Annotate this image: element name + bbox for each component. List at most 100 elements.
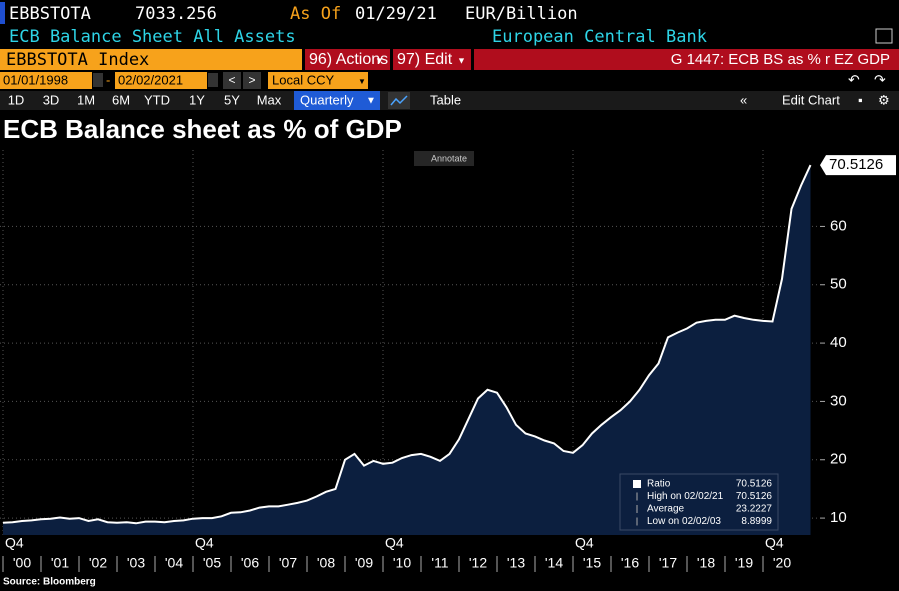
ticker: EBBSTOTA: [9, 4, 91, 24]
x-year-label: '16: [621, 555, 639, 571]
x-year-label: '08: [317, 555, 335, 571]
currency-field[interactable]: [268, 72, 368, 89]
x-year-label: '06: [241, 555, 259, 571]
legend: Ratio 70.5126 High on 02/02/21 70.5126 Avera…: [619, 473, 779, 531]
range-button[interactable]: 5Y: [224, 92, 240, 107]
as-of-label: As Of: [290, 4, 341, 24]
annotate-button[interactable]: [414, 151, 474, 166]
popout-box[interactable]: [875, 28, 893, 44]
line-chart-icon: [390, 95, 408, 106]
prev-button[interactable]: [223, 72, 241, 89]
frequency: Quarterly: [300, 92, 354, 107]
x-year-label: '02: [89, 555, 107, 571]
legend-label: Ratio: [647, 479, 671, 490]
y-tick-label: 10: [830, 509, 847, 526]
frequency-caret: ▼: [366, 96, 376, 107]
range-button[interactable]: 6M: [112, 92, 130, 107]
annotate: Annotate: [431, 153, 467, 163]
range-button[interactable]: Max: [257, 92, 282, 107]
line-chart-button[interactable]: [388, 92, 410, 109]
y-tick-label: 60: [830, 217, 847, 234]
chart-id: G 1447: ECB BS as % r EZ GDP: [671, 51, 890, 68]
chart-title: ECB Balance sheet as % of GDP: [3, 114, 402, 144]
plot: 10 20 30 40 50 60 Q4 Q4 Q4 Q4 Q4 '00 '01 '02 '03 '04 '05…: [0, 150, 896, 572]
last-price: 7033.256: [135, 4, 217, 24]
range-button[interactable]: 1D: [8, 92, 25, 107]
actions: 96) Actions: [309, 51, 388, 68]
range-button[interactable]: YTD: [144, 92, 170, 107]
range-button[interactable]: 1Y: [189, 92, 205, 107]
y-tick-label: 40: [830, 334, 847, 351]
x-year-label: '01: [51, 555, 69, 571]
settings[interactable]: ⚙: [878, 92, 890, 107]
x-year-label: '18: [697, 555, 715, 571]
x-year-label: '03: [127, 555, 145, 571]
edit-button[interactable]: [393, 49, 471, 70]
end-date-field[interactable]: [115, 72, 207, 89]
x-year-label: '11: [431, 555, 448, 571]
x-quarter-label: Q4: [385, 535, 404, 551]
calendar-icon[interactable]: [208, 73, 218, 87]
legend-swatch: [633, 480, 641, 488]
description: ECB Balance Sheet All Assets: [9, 27, 296, 47]
undo[interactable]: ↶: [848, 72, 860, 88]
legend-value: 70.5126: [736, 479, 773, 490]
popout-icon[interactable]: [875, 28, 893, 44]
toolbar: [0, 91, 899, 110]
x-year-label: '17: [659, 555, 677, 571]
x-year-label: '04: [165, 555, 183, 571]
legend-box: [619, 473, 779, 531]
x-year-label: '10: [393, 555, 411, 571]
unit: EUR/Billion: [465, 4, 578, 24]
security: EBBSTOTA Index: [6, 50, 149, 70]
edit-chart[interactable]: Edit Chart: [782, 92, 840, 107]
x-year-label: '00: [13, 555, 31, 571]
collapse[interactable]: «: [740, 92, 747, 107]
next-arrow: >: [248, 73, 255, 87]
actions-caret: ▼: [375, 55, 384, 65]
x-year-label: '07: [279, 555, 297, 571]
security-field[interactable]: [0, 49, 302, 70]
legend-label: Low on 02/02/03: [647, 516, 721, 527]
table-button[interactable]: Table: [430, 92, 461, 107]
y-tick-label: 20: [830, 451, 847, 468]
source: Source: Bloomberg: [3, 577, 96, 588]
x-year-label: '15: [583, 555, 601, 571]
line: [2, 164, 812, 525]
redo[interactable]: ↷: [874, 72, 886, 88]
range-buttons: 1D 3D 1M 6M YTD 1Y 5Y Max: [8, 92, 282, 107]
x-year-label: '12: [469, 555, 487, 571]
x-quarter-label: Q4: [5, 535, 24, 551]
range-button[interactable]: 1M: [77, 92, 95, 107]
x-year-label: '13: [507, 555, 525, 571]
frequency-button[interactable]: [294, 91, 380, 110]
x-year-label: '09: [355, 555, 373, 571]
date-dash: -: [106, 72, 110, 87]
calendar-icon[interactable]: [93, 73, 103, 87]
x-year-label: '05: [203, 555, 221, 571]
x-quarter-label: Q4: [575, 535, 594, 551]
currency: Local CCY: [272, 72, 334, 87]
area: [3, 165, 811, 535]
last-value-label: 70.5126: [829, 156, 883, 173]
start-date: 01/01/1998: [3, 72, 68, 87]
snapshot[interactable]: ▪: [858, 92, 863, 107]
x-year-label: '14: [545, 555, 563, 571]
range-button[interactable]: 3D: [43, 92, 60, 107]
x-year-label: '20: [773, 555, 791, 571]
chart-id-bar: [474, 49, 899, 70]
legend-value: 23.2227: [736, 504, 773, 515]
edit: 97) Edit: [397, 51, 453, 68]
x-year-label: '19: [735, 555, 753, 571]
next-button[interactable]: [243, 72, 261, 89]
prev-arrow: <: [228, 73, 235, 87]
as-of-date: 01/29/21: [355, 4, 437, 24]
source-name: European Central Bank: [492, 27, 707, 47]
edit-caret: ▼: [457, 55, 466, 65]
last-value-pointer: [820, 155, 896, 176]
legend-value: 8.8999: [741, 516, 772, 527]
start-date-field[interactable]: [0, 72, 92, 89]
actions-button[interactable]: [305, 49, 390, 70]
ticker-marker: [0, 2, 5, 24]
